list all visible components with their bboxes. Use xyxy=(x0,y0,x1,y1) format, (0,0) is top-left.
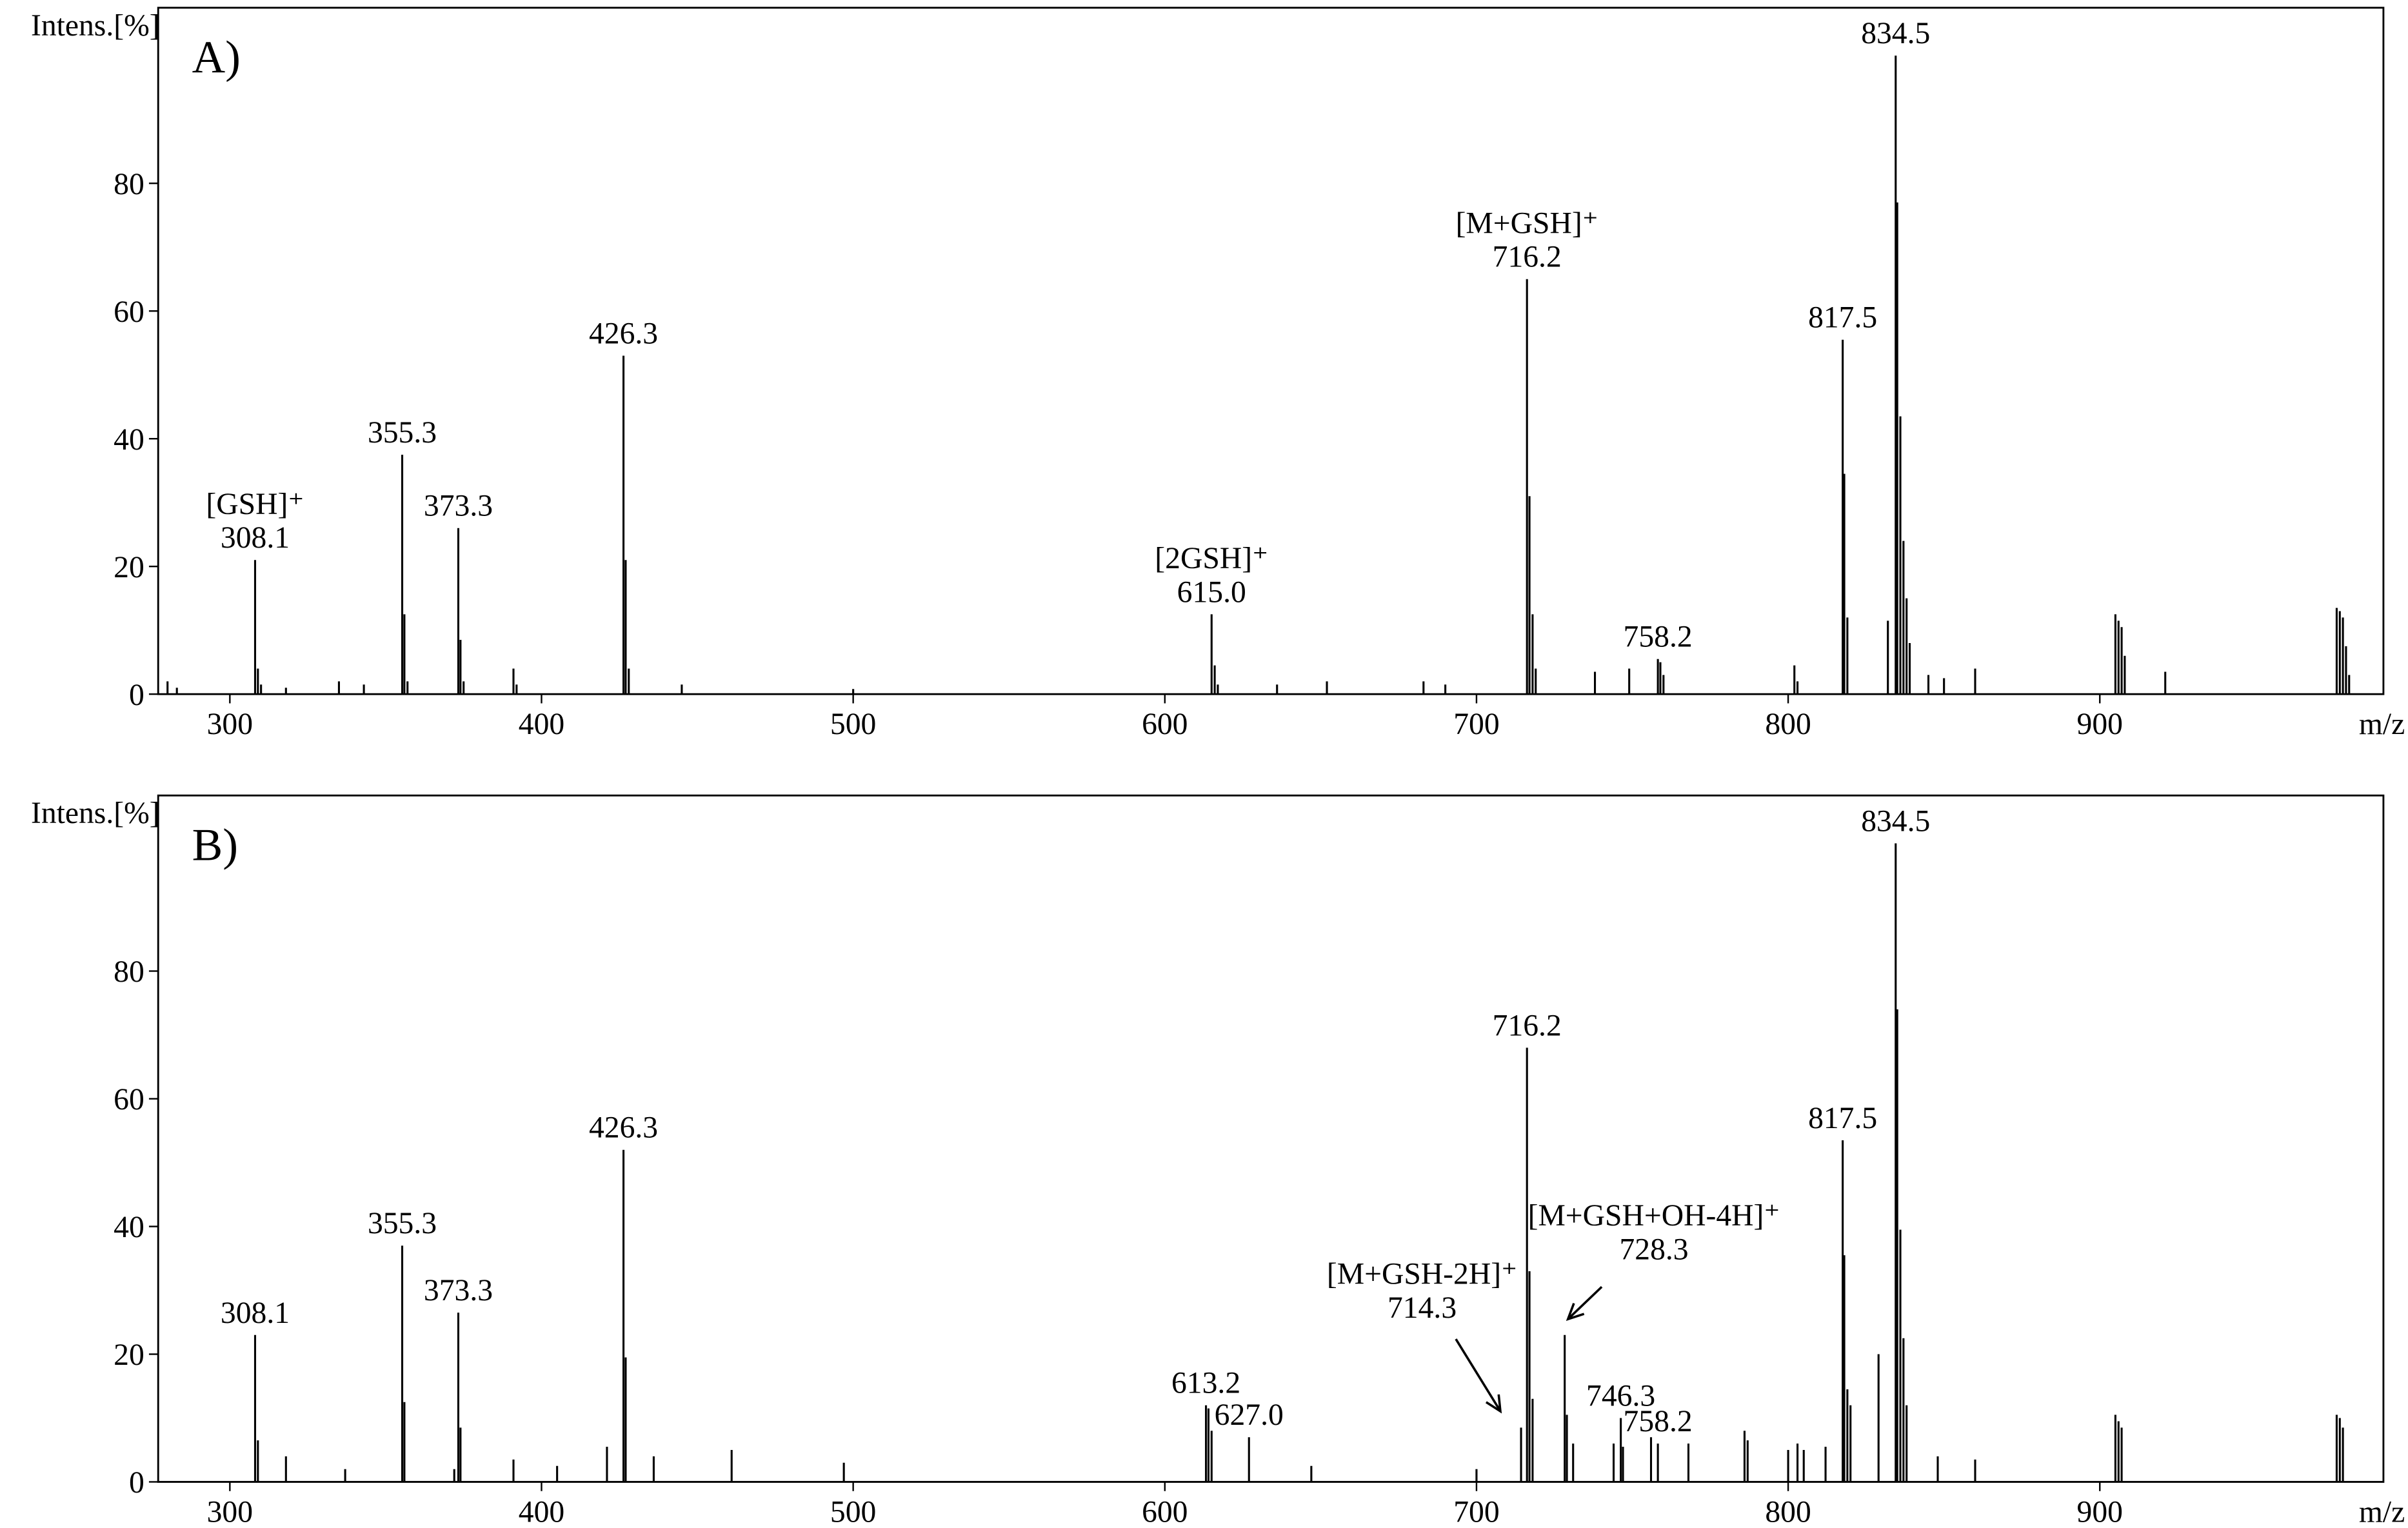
x-axis-label: m/z xyxy=(2359,708,2405,741)
peak-label: 834.5 xyxy=(1861,17,1930,50)
x-axis-label: m/z xyxy=(2359,1495,2405,1528)
ion-label: [M+GSH+OH-4H]⁺ xyxy=(1528,1199,1780,1233)
peak-label: 308.1 xyxy=(221,521,290,555)
peak-label: 758.2 xyxy=(1624,1405,1693,1438)
peak-label: 758.2 xyxy=(1624,620,1693,654)
peak-label: 716.2 xyxy=(1493,1009,1562,1042)
arrow-shaft xyxy=(1455,1338,1502,1412)
x-tick-label: 700 xyxy=(1453,708,1499,741)
y-tick-label: 40 xyxy=(114,1211,144,1244)
peak-label: 746.3 xyxy=(1586,1379,1655,1413)
x-tick-label: 700 xyxy=(1453,1495,1499,1528)
x-tick-label: 400 xyxy=(519,1495,564,1528)
peak-label: 426.3 xyxy=(589,1111,658,1145)
peak-label: 615.0 xyxy=(1177,575,1246,609)
peak-label: 728.3 xyxy=(1619,1233,1688,1266)
ion-label: [M+GSH]⁺ xyxy=(1456,206,1598,240)
plot-frame xyxy=(157,6,2385,695)
arrow-shaft xyxy=(1567,1285,1603,1320)
peak-label: 373.3 xyxy=(424,1274,493,1307)
peak-label: 716.2 xyxy=(1493,241,1562,274)
arrow-head xyxy=(1566,1302,1585,1321)
y-tick-label: 60 xyxy=(114,295,144,329)
peak-label: 308.1 xyxy=(221,1296,290,1330)
y-tick-label: 40 xyxy=(114,423,144,457)
x-tick-label: 500 xyxy=(830,1495,876,1528)
y-tick-label: 20 xyxy=(114,1338,144,1372)
y-tick-label: 20 xyxy=(114,551,144,584)
x-tick-label: 300 xyxy=(207,1495,253,1528)
y-tick-label: 0 xyxy=(129,1466,144,1500)
x-tick-label: 800 xyxy=(1765,1495,1811,1528)
peak-label: 613.2 xyxy=(1171,1367,1240,1400)
y-tick-label: 60 xyxy=(114,1083,144,1116)
peak-label: 355.3 xyxy=(368,1207,437,1240)
peak-label: 714.3 xyxy=(1388,1291,1457,1325)
x-tick-label: 900 xyxy=(2077,708,2123,741)
peak-label: 817.5 xyxy=(1808,1102,1877,1135)
y-axis-label: Intens.[%] xyxy=(31,797,160,830)
peak-label: 817.5 xyxy=(1808,301,1877,335)
ion-label: [M+GSH-2H]⁺ xyxy=(1327,1257,1517,1291)
x-tick-label: 600 xyxy=(1142,1495,1188,1528)
x-tick-label: 900 xyxy=(2077,1495,2123,1528)
x-tick-label: 300 xyxy=(207,708,253,741)
peak-label: 426.3 xyxy=(589,317,658,350)
ion-label: [2GSH]⁺ xyxy=(1155,542,1268,575)
y-tick-label: 80 xyxy=(114,168,144,201)
peak-label: 355.3 xyxy=(368,416,437,450)
y-axis-label: Intens.[%] xyxy=(31,9,160,43)
peak-label: 627.0 xyxy=(1215,1398,1284,1432)
x-tick-label: 600 xyxy=(1142,708,1188,741)
x-tick-label: 800 xyxy=(1765,708,1811,741)
plot-frame xyxy=(157,794,2385,1483)
x-tick-label: 500 xyxy=(830,708,876,741)
panel-label: B) xyxy=(192,819,238,870)
ion-label: [GSH]⁺ xyxy=(206,488,304,521)
y-tick-label: 0 xyxy=(129,679,144,712)
arrow-head xyxy=(1485,1394,1502,1414)
x-tick-label: 400 xyxy=(519,708,564,741)
peak-label: 834.5 xyxy=(1861,805,1930,838)
peak-label: 373.3 xyxy=(424,490,493,523)
panel-label: A) xyxy=(192,32,241,83)
y-tick-label: 80 xyxy=(114,955,144,989)
